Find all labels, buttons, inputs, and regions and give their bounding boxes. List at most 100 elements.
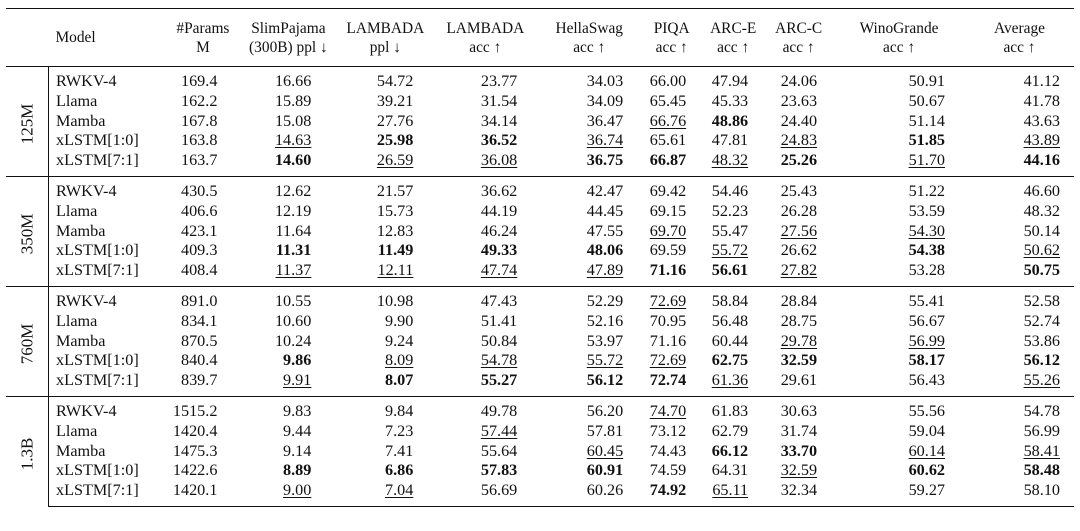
cell-piqa: 72.69 — [641, 285, 703, 312]
cell-value: 47.94 — [711, 72, 749, 90]
cell-lambada_acc: 31.54 — [433, 92, 537, 112]
table-header: Model #Params M SlimPajama (300B) ppl ↓ LAMBA… — [6, 8, 1074, 67]
cell-average: 50.75 — [965, 261, 1074, 286]
cell-value: 41.78 — [1023, 91, 1060, 110]
cell-value: 409.3 — [180, 241, 218, 260]
table-row: xLSTM[7:1] 839.7 9.91 8.07 55.27 56.12 72.74 61… — [6, 371, 1074, 396]
cell-lambada_ppl: 8.07 — [337, 371, 433, 396]
results-table: Model #Params M SlimPajama (300B) ppl ↓ LAMBA… — [6, 8, 1074, 507]
cell-value: 49.78 — [480, 401, 518, 420]
cell-value: 34.14 — [480, 111, 518, 130]
cell-piqa: 74.43 — [641, 442, 702, 462]
cell-value: 44.19 — [480, 201, 518, 220]
cell-hellaswag: 60.45 — [537, 442, 641, 462]
cell-value: 71.16 — [649, 331, 687, 350]
cell-value: 34.03 — [586, 72, 624, 90]
cell-value: 14.60 — [274, 151, 312, 170]
cell-value: 58.48 — [1023, 461, 1060, 480]
cell-value: 54.78 — [480, 351, 518, 370]
cell-value: 23.77 — [480, 72, 518, 90]
cell-value: 29.61 — [780, 371, 818, 390]
cell-lambada_acc: 36.08 — [433, 151, 537, 176]
cell-lambada_acc: 49.78 — [433, 395, 538, 422]
cell-hellaswag: 48.06 — [537, 241, 641, 261]
cell-arcc: 24.06 — [764, 67, 833, 92]
cell-slimpajama: 16.66 — [239, 67, 337, 92]
cell-value: 66.00 — [649, 72, 687, 90]
cell-value: 11.37 — [275, 261, 312, 280]
cell-slimpajama: 11.64 — [239, 222, 337, 242]
table-row: xLSTM[1:0] 1422.6 8.89 6.86 57.83 60.91 74.59 6… — [6, 461, 1074, 481]
cell-value: 34.09 — [586, 91, 624, 110]
cell-arcc: 26.62 — [764, 241, 833, 261]
cell-value: 47.55 — [586, 221, 624, 240]
cell-value: 8.09 — [384, 351, 414, 370]
cell-average: 46.60 — [965, 175, 1074, 202]
column-header-line1: Model — [55, 29, 96, 46]
cell-params: 1475.3 — [166, 442, 239, 462]
cell-params: 839.7 — [166, 371, 239, 396]
cell-value: 44.16 — [1023, 151, 1060, 170]
cell-value: 52.58 — [1023, 291, 1060, 310]
cell-average: 52.58 — [965, 285, 1074, 312]
cell-piqa: 71.16 — [641, 332, 702, 352]
cell-value: 1475.3 — [172, 441, 218, 460]
header-corner — [6, 9, 48, 67]
cell-average: 55.26 — [965, 371, 1074, 396]
cell-value: 27.82 — [780, 261, 818, 280]
cell-value: 64.31 — [711, 461, 749, 480]
cell-value: 9.00 — [283, 481, 312, 500]
column-header-lambada_ppl: LAMBADA ppl ↓ — [337, 9, 433, 67]
cell-value: 29.78 — [780, 331, 818, 350]
cell-value: 55.27 — [480, 371, 518, 390]
cell-value: 52.74 — [1023, 311, 1060, 330]
model-name-cell: RWKV-4 — [48, 395, 167, 422]
cell-average: 41.12 — [965, 67, 1074, 92]
cell-lambada_ppl: 15.73 — [337, 202, 433, 222]
cell-value: 167.8 — [180, 111, 218, 130]
cell-winogrande: 50.91 — [833, 67, 965, 92]
cell-winogrande: 55.41 — [833, 285, 965, 312]
cell-arce: 62.75 — [702, 351, 764, 371]
cell-value: 10.55 — [274, 291, 312, 310]
cell-value: 8.89 — [283, 461, 312, 480]
cell-value: 12.83 — [376, 221, 414, 240]
cell-arcc: 32.34 — [764, 481, 834, 507]
cell-value: 36.52 — [480, 131, 518, 150]
cell-winogrande: 59.27 — [833, 481, 965, 507]
cell-value: 406.6 — [180, 201, 218, 220]
cell-value: 46.24 — [480, 221, 518, 240]
cell-value: 54.78 — [1023, 401, 1060, 420]
cell-slimpajama: 9.14 — [239, 442, 337, 462]
cell-params: 408.4 — [166, 261, 239, 286]
cell-winogrande: 51.85 — [833, 131, 965, 151]
cell-lambada_acc: 36.62 — [433, 175, 538, 202]
cell-value: 62.79 — [711, 421, 749, 440]
cell-value: 71.16 — [649, 261, 687, 280]
cell-piqa: 65.45 — [641, 92, 702, 112]
column-header-average: Average acc ↑ — [965, 9, 1074, 67]
cell-value: 9.90 — [384, 311, 414, 330]
cell-piqa: 69.59 — [641, 241, 702, 261]
cell-lambada_acc: 57.83 — [433, 461, 537, 481]
cell-arce: 61.83 — [702, 395, 765, 422]
cell-value: 36.47 — [586, 111, 624, 130]
cell-value: 32.59 — [780, 351, 818, 370]
cell-slimpajama: 9.86 — [239, 351, 337, 371]
cell-value: 49.33 — [480, 241, 518, 260]
cell-winogrande: 56.99 — [833, 332, 965, 352]
cell-arce: 48.86 — [702, 112, 764, 132]
cell-value: 6.86 — [384, 461, 414, 480]
cell-value: 36.75 — [586, 151, 624, 170]
table-row: 1.3B RWKV-4 1515.2 9.83 9.84 49.78 56.20 74.70 6… — [6, 395, 1074, 507]
model-name-cell: xLSTM[7:1] — [55, 371, 139, 390]
cell-value: 45.33 — [711, 91, 749, 110]
cell-params: 162.2 — [166, 92, 239, 112]
cell-value: 21.57 — [376, 181, 414, 200]
cell-hellaswag: 47.55 — [537, 222, 641, 242]
cell-piqa: 66.87 — [641, 151, 702, 176]
cell-value: 59.27 — [908, 481, 945, 500]
cell-value: 28.84 — [780, 291, 818, 310]
cell-value: 43.89 — [1023, 131, 1060, 150]
group-label: 125M — [17, 103, 37, 144]
